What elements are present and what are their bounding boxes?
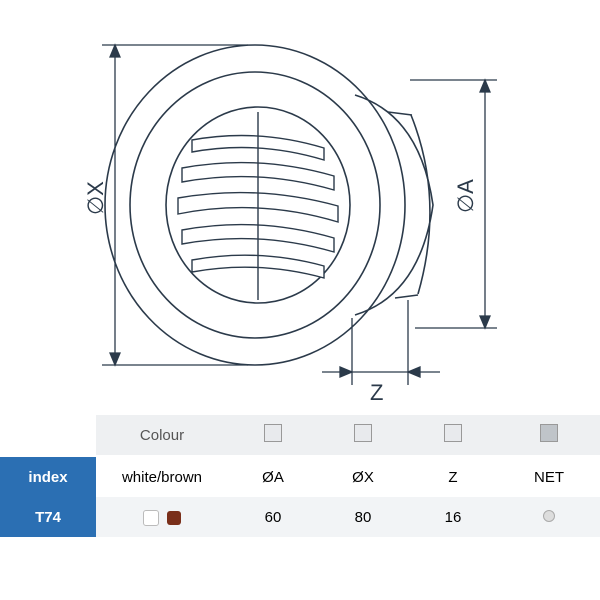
table-header-row: Colour [0, 415, 600, 456]
cell-colour-swatches [96, 497, 228, 537]
table-row: T74 60 80 16 [0, 497, 600, 537]
dimension-icon [444, 424, 462, 442]
label-diameter-a: ∅A [453, 179, 478, 213]
net-dot-icon [543, 510, 555, 522]
dimension-icon [354, 424, 372, 442]
colour-swatch-brown [167, 511, 181, 525]
technical-diagram: ∅X ∅A Z [0, 0, 600, 415]
dimension-icon [264, 424, 282, 442]
header-colour: Colour [96, 415, 228, 456]
cell-z-value: 16 [408, 497, 498, 537]
net-header-icon [540, 424, 558, 442]
cell-index-label: index [0, 456, 96, 497]
header-ox-icon [318, 415, 408, 456]
cell-z-label: Z [408, 456, 498, 497]
colour-swatch-white [143, 510, 159, 526]
cell-ox-label: ØX [318, 456, 408, 497]
header-net-icon [498, 415, 600, 456]
cell-net-label: NET [498, 456, 600, 497]
cell-oa-label: ØA [228, 456, 318, 497]
cell-product-code: T74 [0, 497, 96, 537]
cell-ox-value: 80 [318, 497, 408, 537]
cell-colour-label: white/brown [96, 456, 228, 497]
label-diameter-x: ∅X [83, 181, 108, 215]
header-oa-icon [228, 415, 318, 456]
cell-oa-value: 60 [228, 497, 318, 537]
header-z-icon [408, 415, 498, 456]
cell-net-value [498, 497, 600, 537]
label-depth-z: Z [370, 380, 383, 405]
specification-table: Colour index white/brown ØA ØX Z NET T74… [0, 415, 600, 537]
table-row: index white/brown ØA ØX Z NET [0, 456, 600, 497]
header-blank [0, 415, 96, 456]
